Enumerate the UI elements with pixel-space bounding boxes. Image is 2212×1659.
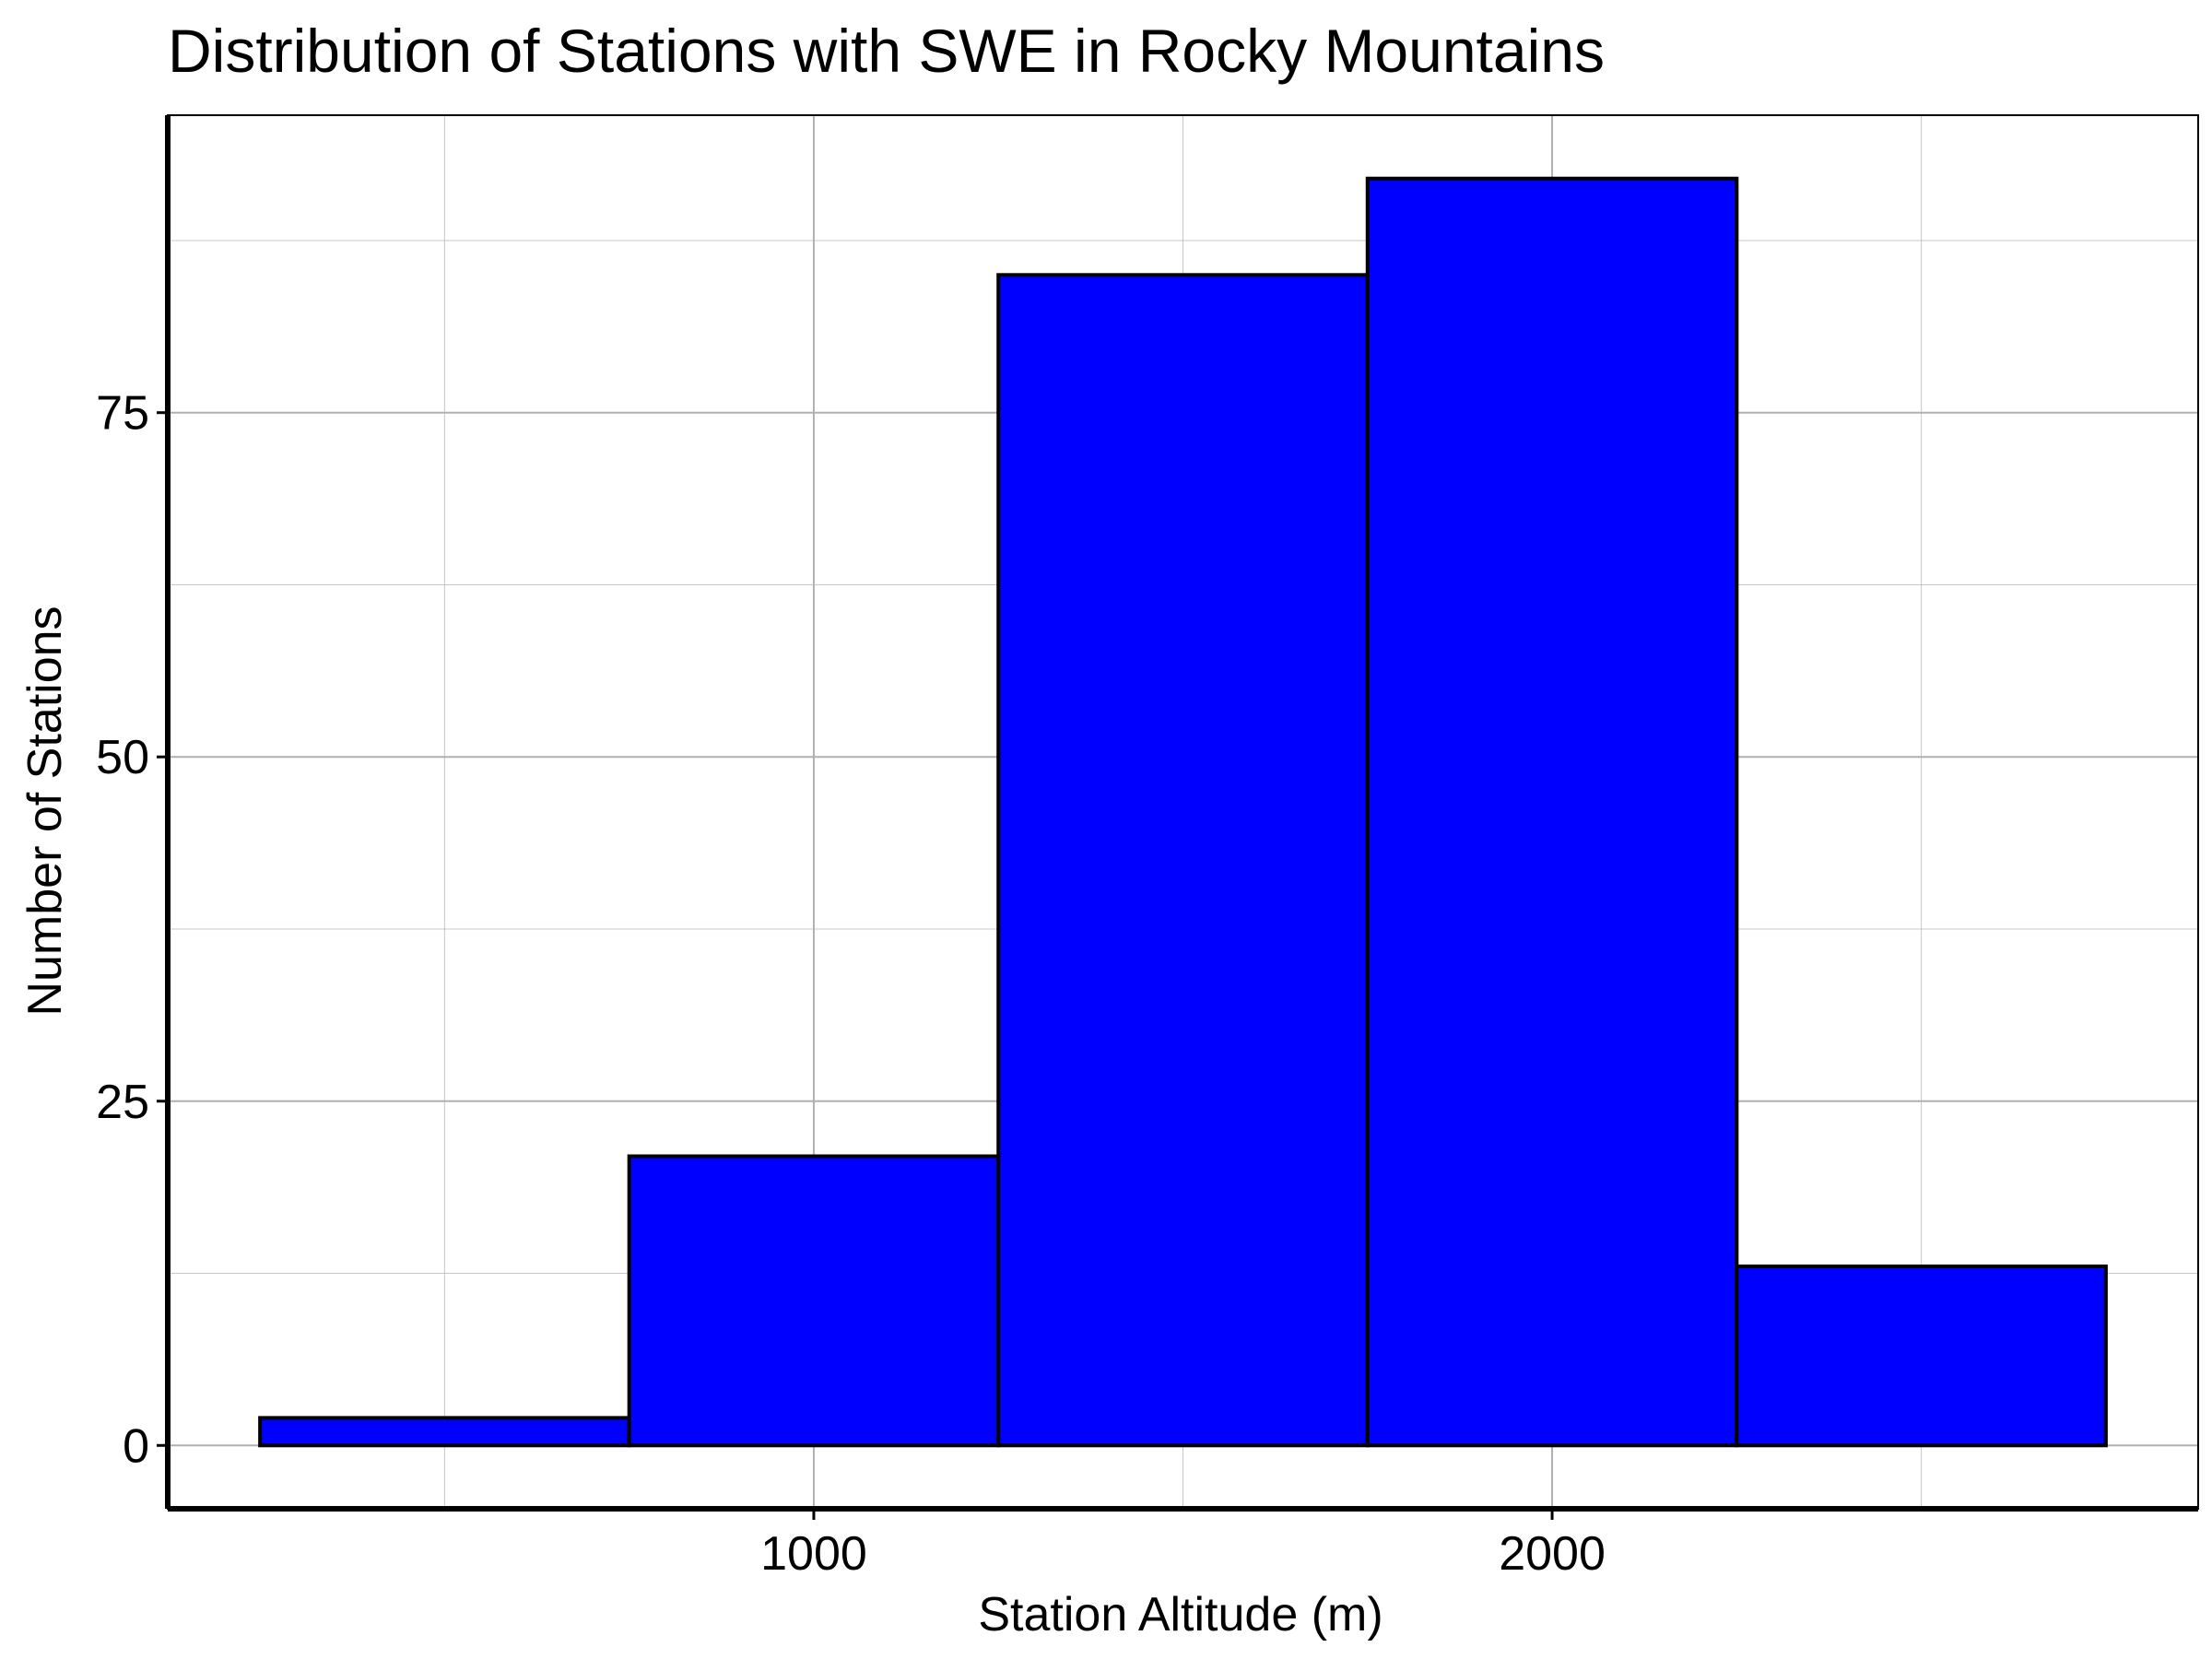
x-tick-label: 2000 (1499, 1527, 1606, 1581)
histogram-bar-5 (1735, 1265, 2108, 1448)
x-tick-label: 1000 (760, 1527, 867, 1581)
histogram-bar-3 (996, 273, 1370, 1448)
y-tick-label: 50 (96, 731, 149, 784)
y-tick-label: 75 (96, 387, 149, 441)
histogram-bar-2 (627, 1154, 1001, 1448)
tick-labels: 1000 2000 0 25 50 75 (96, 387, 1606, 1581)
histogram-bar-1 (258, 1416, 631, 1448)
axes (157, 114, 2199, 1520)
chart-title: Distribution of Stations with SWE in Roc… (168, 17, 1605, 85)
y-tick-label: 0 (123, 1419, 149, 1473)
histogram-bar-4 (1365, 176, 1739, 1448)
y-tick-label: 25 (96, 1076, 149, 1129)
y-axis-label: Number of Stations (18, 606, 72, 1016)
histogram-bars (258, 176, 2108, 1448)
x-axis-label: Station Altitude (m) (978, 1588, 1382, 1641)
